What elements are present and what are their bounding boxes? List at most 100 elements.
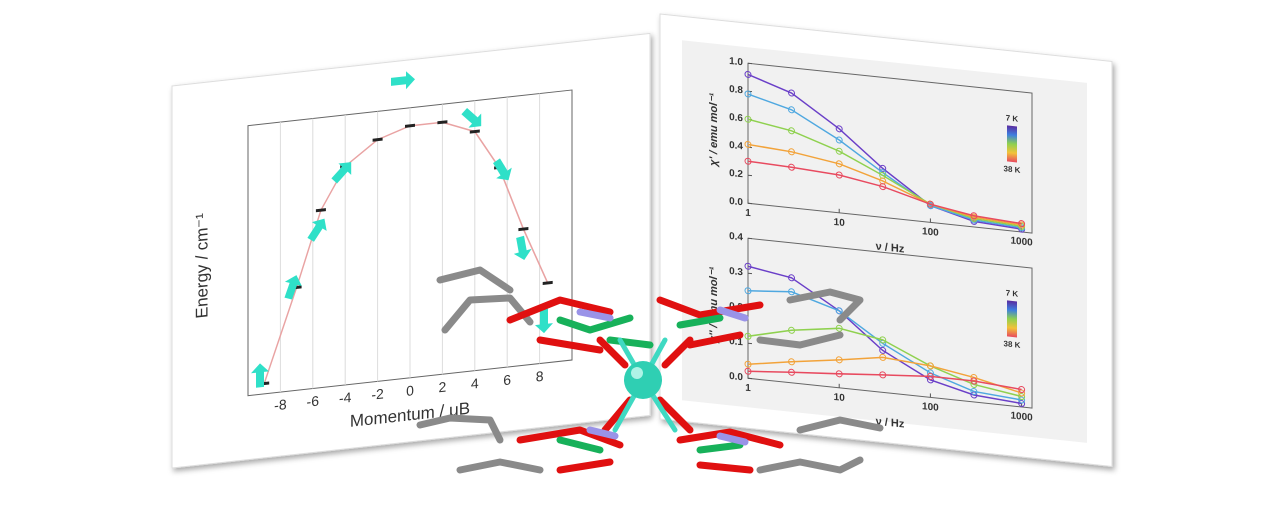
data-point: [744, 115, 752, 123]
data-point: [835, 307, 843, 315]
level-marker: [405, 123, 415, 128]
data-point: [1018, 385, 1026, 393]
x-tick-label: 1: [745, 208, 751, 220]
data-point: [835, 370, 843, 378]
y-axis-label: χ'' / emu mol⁻¹: [708, 266, 720, 344]
data-point: [788, 288, 796, 296]
arrow: [251, 363, 269, 388]
data-point: [744, 70, 752, 78]
x-tick-label: 10: [834, 392, 846, 404]
y-tick-label: 1.0: [729, 56, 743, 68]
level-marker: [542, 280, 553, 286]
data-point: [879, 371, 887, 379]
data-point: [879, 353, 887, 361]
data-point: [1018, 392, 1026, 400]
x-tick-label: 4: [471, 375, 479, 392]
data-point: [1018, 399, 1026, 407]
panel-card: [171, 32, 651, 469]
data-point: [744, 262, 752, 270]
colorbar-label: 7 K: [1006, 288, 1019, 298]
data-point: [879, 336, 887, 344]
data-point: [788, 326, 796, 334]
x-tick-label: 100: [922, 401, 939, 414]
data-point: [788, 368, 796, 376]
colorbar: [1007, 300, 1017, 338]
series-line: [747, 265, 1022, 405]
y-tick-label: 0.8: [729, 84, 743, 96]
data-point: [744, 360, 752, 368]
y-tick-label: 0.4: [729, 140, 743, 152]
level-marker: [437, 120, 448, 125]
data-point: [970, 387, 978, 395]
arrow: [535, 308, 553, 334]
colorbar: [1007, 125, 1017, 163]
data-point: [835, 136, 843, 144]
colorbar-label: 38 K: [1004, 339, 1021, 350]
data-point: [788, 163, 796, 171]
series-line: [747, 370, 1022, 391]
data-point: [1018, 389, 1026, 397]
arrow: [461, 107, 482, 128]
arrow: [284, 275, 302, 300]
data-point: [1018, 220, 1026, 228]
x-tick-label: -6: [307, 393, 320, 410]
data-point: [1018, 396, 1026, 404]
data-point: [970, 212, 978, 220]
data-point: [879, 164, 887, 172]
level-marker: [372, 137, 383, 142]
data-point: [879, 183, 887, 191]
colorbar-label: 7 K: [1006, 113, 1019, 123]
data-point: [744, 287, 752, 295]
right-panel: 1 10 100 1000 0.0 0.2 0.4 0.6 0.8 1.0 ν / Hz χ' / e…: [659, 13, 1113, 468]
data-point: [879, 346, 887, 354]
data-point: [744, 140, 752, 148]
x-tick-label: 1: [745, 383, 751, 395]
data-point: [835, 125, 843, 133]
data-point: [970, 377, 978, 385]
arrow: [493, 158, 512, 181]
series-line: [747, 327, 1022, 398]
x-tick-label: 0: [406, 382, 414, 399]
data-point: [744, 90, 752, 98]
data-point: [788, 89, 796, 97]
y-axis-label: χ' / emu mol⁻¹: [708, 92, 720, 167]
data-point: [744, 367, 752, 375]
x-tick-label: 100: [922, 226, 939, 239]
data-point: [835, 171, 843, 179]
x-axis-label: ν / Hz: [876, 241, 905, 256]
y-tick-label: 0.3: [729, 266, 743, 278]
y-axis-label: Energy / cm⁻¹: [193, 212, 212, 320]
data-point: [788, 127, 796, 135]
series-line: [747, 143, 1022, 226]
data-point: [788, 274, 796, 282]
arrow: [391, 71, 415, 90]
y-tick-label: 0.4: [729, 231, 743, 243]
data-point: [744, 332, 752, 340]
x-tick-label: 1000: [1010, 410, 1033, 423]
data-point: [926, 362, 934, 370]
y-tick-label: 0.2: [729, 168, 743, 180]
level-marker: [518, 227, 529, 232]
x-tick-label: -2: [371, 385, 384, 402]
data-point: [926, 200, 934, 208]
data-point: [744, 157, 752, 165]
molecule: [416, 266, 884, 474]
plot-frame: [747, 62, 1033, 234]
x-tick-label: 10: [834, 217, 846, 229]
colorbar-label: 38 K: [1004, 164, 1021, 175]
arrow: [513, 235, 532, 261]
y-tick-label: 0.6: [729, 112, 743, 124]
series-line: [747, 289, 1022, 401]
data-point: [926, 372, 934, 380]
x-tick-label: -4: [339, 389, 352, 406]
arrow: [307, 218, 327, 242]
y-tick-label: 0.0: [729, 196, 743, 208]
x-tick-label: 6: [503, 371, 511, 388]
level-marker: [469, 129, 480, 134]
level-marker: [315, 208, 326, 213]
series-line: [747, 356, 1022, 394]
y-tick-label: 0.0: [729, 371, 743, 383]
